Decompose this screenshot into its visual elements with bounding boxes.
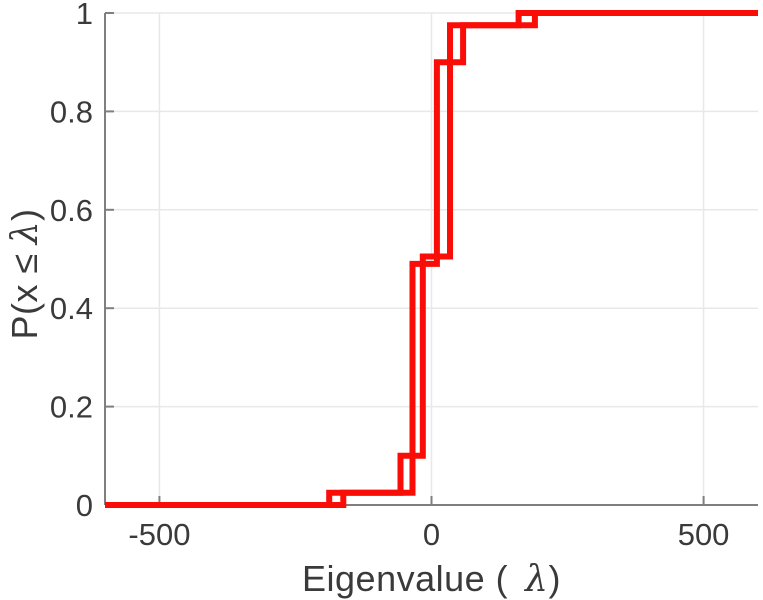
lambda-symbol: λ xyxy=(5,220,46,245)
x-axis-label-text: Eigenvalue ( xyxy=(302,558,509,599)
x-axis-label-paren: ) xyxy=(548,558,561,599)
x-tick-label: -500 xyxy=(128,517,190,552)
y-tick-label: 0.6 xyxy=(50,193,93,228)
x-axis-label: Eigenvalue ( λ) xyxy=(105,558,758,600)
x-tick-label: 0 xyxy=(423,517,440,552)
y-tick-label: 0.8 xyxy=(50,94,93,129)
y-axis-label-paren: ) xyxy=(4,208,45,221)
y-tick-label: 0 xyxy=(76,488,93,523)
y-tick-label: 1 xyxy=(76,0,93,31)
y-axis-label: P(x ≤ λ) xyxy=(4,208,46,339)
y-tick-label: 0.4 xyxy=(50,291,93,326)
ecdf-curve-1 xyxy=(105,10,758,508)
x-tick-label: 500 xyxy=(678,517,730,552)
y-tick-label: 0.2 xyxy=(50,390,93,425)
ecdf-curve-2 xyxy=(105,10,758,508)
y-axis-label-text: P(x ≤ xyxy=(4,253,45,340)
lambda-symbol: λ xyxy=(525,559,549,600)
